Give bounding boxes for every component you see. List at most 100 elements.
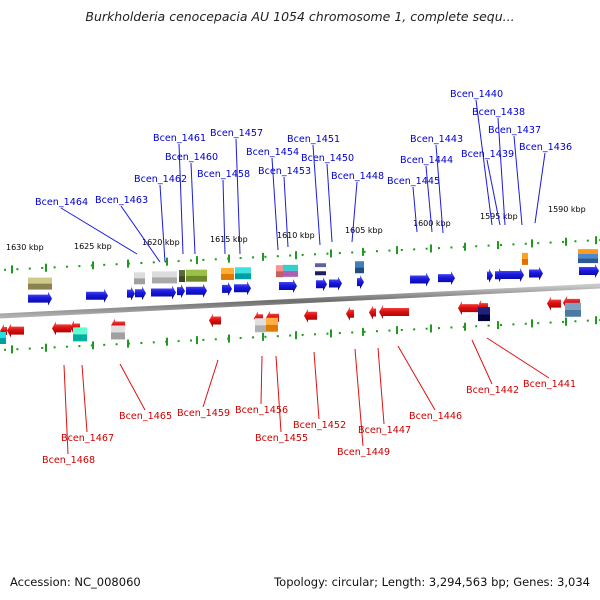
forward-gene-label: Bcen_1437: [488, 125, 541, 136]
forward-gene-leader: [486, 159, 501, 226]
feature-box-cyan: [235, 267, 251, 274]
scale-dot: [276, 255, 279, 258]
scale-dot: [41, 266, 44, 269]
forward-gene-label: Bcen_1453: [258, 166, 311, 177]
scale-dot: [351, 331, 354, 334]
scale-dot: [4, 268, 6, 271]
reverse-gene-label: Bcen_1449: [337, 447, 390, 458]
scale-dot: [264, 335, 267, 338]
forward-gene-label: Bcen_1443: [410, 134, 463, 145]
scale-dot: [438, 327, 440, 330]
scale-tick: [127, 339, 129, 348]
feature-box-navy: [478, 307, 490, 315]
scale-tick: [595, 316, 597, 325]
kbp-label: 1605 kbp: [345, 226, 383, 235]
genome-backbone: [0, 283, 600, 319]
scale-dot: [314, 333, 316, 336]
scale-tick: [565, 317, 567, 326]
forward-gene-leader: [351, 181, 358, 243]
kbp-label: 1625 kbp: [74, 242, 112, 251]
scale-dot: [177, 340, 180, 343]
scale-dot: [289, 334, 292, 337]
scale-tick: [595, 236, 597, 245]
scale-dot: [78, 265, 81, 268]
forward-gene-leader: [326, 163, 333, 243]
feature-box-orange-blue: [578, 249, 598, 254]
scale-tick: [228, 254, 230, 263]
scale-tick: [295, 251, 297, 260]
reverse-gene-leader: [260, 355, 263, 405]
scale-tick: [531, 319, 533, 328]
scale-tick: [330, 329, 332, 338]
forward-gene-label: Bcen_1460: [165, 152, 218, 163]
reverse-gene-label: Bcen_1455: [255, 433, 308, 444]
forward-gene-arrow: [135, 286, 146, 301]
forward-gene-arrow: [529, 266, 543, 281]
scale-dot: [376, 330, 378, 333]
scale-dot: [103, 343, 106, 346]
forward-gene-arrow: [579, 264, 599, 279]
forward-gene-leader: [222, 179, 226, 255]
map-title: Burkholderia cenocepacia AU 1054 chromos…: [85, 9, 515, 24]
feature-box-grey: [152, 277, 177, 284]
forward-gene-leader: [159, 184, 166, 263]
scale-dot: [512, 243, 515, 246]
scale-dot: [487, 244, 490, 247]
feature-box-orange: [522, 252, 528, 259]
feature-box-navy: [315, 267, 326, 272]
forward-gene-leader: [513, 135, 523, 226]
forward-gene-arrow: [500, 268, 524, 282]
scale-tick: [464, 322, 466, 331]
feature-box-cyan: [235, 273, 251, 280]
forward-gene-label: Bcen_1436: [519, 142, 572, 153]
scale-dot: [524, 322, 527, 325]
scale-dot: [338, 252, 341, 255]
feature-box-cyan: [283, 264, 298, 271]
scale-dot: [574, 320, 577, 323]
reverse-gene-leader: [202, 359, 219, 408]
scale-dot: [562, 320, 564, 323]
forward-gene-arrow: [151, 285, 176, 300]
scale-dot: [66, 345, 68, 348]
reverse-gene-leader: [119, 363, 146, 411]
scale-dot: [524, 242, 527, 245]
scale-dot: [326, 252, 329, 255]
scale-tick: [565, 237, 567, 246]
scale-dot: [214, 258, 217, 261]
reverse-gene-label: Bcen_1446: [409, 411, 462, 422]
scale-tick: [45, 343, 47, 352]
feature-box-orange-blue: [578, 258, 598, 264]
feature-box-orange: [221, 267, 234, 274]
forward-gene-leader: [435, 144, 444, 234]
scale-dot: [586, 319, 589, 322]
scale-dot: [53, 266, 56, 269]
scale-dot: [351, 251, 354, 254]
scale-tick: [228, 334, 230, 343]
scale-dot: [549, 241, 552, 244]
scale-tick: [396, 246, 398, 255]
feature-box-steel: [565, 309, 581, 317]
reverse-gene-leader: [471, 339, 493, 385]
scale-dot: [425, 247, 428, 250]
scale-tick: [11, 345, 13, 354]
feature-box-cyan: [283, 270, 298, 277]
forward-gene-leader: [60, 207, 138, 255]
scale-dot: [252, 256, 254, 259]
scale-dot: [214, 338, 217, 341]
forward-gene-leader: [534, 152, 546, 224]
scale-tick: [531, 239, 533, 248]
forward-gene-arrow: [234, 281, 251, 296]
scale-dot: [388, 249, 391, 252]
kbp-label: 1600 kbp: [413, 219, 451, 228]
reverse-gene-arrow: [369, 305, 376, 320]
feature-box-khaki: [28, 283, 52, 290]
scale-dot: [562, 240, 564, 243]
feature-box-orange: [266, 317, 278, 325]
feature-box-orange-blue: [578, 253, 598, 259]
scale-dot: [425, 327, 428, 330]
scale-dot: [239, 257, 242, 260]
reverse-gene-label: Bcen_1465: [119, 411, 172, 422]
forward-gene-arrow: [487, 268, 493, 283]
forward-gene-arrow: [410, 272, 430, 287]
forward-gene-label: Bcen_1464: [35, 197, 88, 208]
